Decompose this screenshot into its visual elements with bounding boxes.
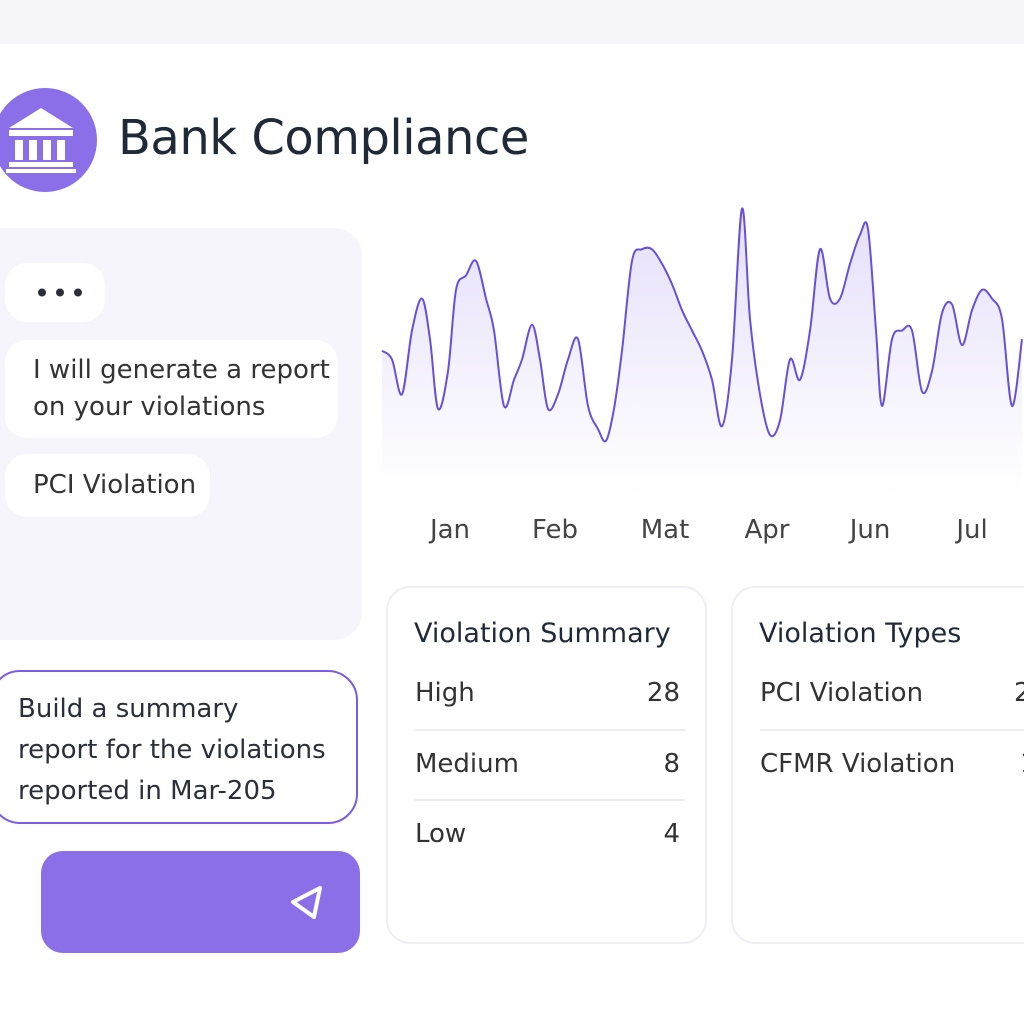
logo [0, 88, 97, 192]
row-value: 8 [663, 749, 680, 779]
x-tick-label: Mat [641, 515, 690, 545]
row-label: Low [415, 819, 467, 849]
types-card: Violation Types PCI Violation 2 CFMR Viol… [731, 586, 1024, 944]
chat-input[interactable]: Build a summary report for the violation… [0, 670, 358, 824]
app-title: Bank Compliance [118, 110, 529, 166]
row-value: 4 [663, 819, 680, 849]
row-value: 2 [1014, 678, 1024, 708]
x-tick-label: Jul [954, 515, 987, 545]
row-value: 1 [1020, 749, 1024, 779]
table-row: CFMR Violation 1 [760, 729, 1024, 801]
line [381, 207, 1023, 443]
row-label: High [415, 678, 475, 708]
table-row: High 28 [415, 678, 685, 748]
send-button[interactable] [41, 851, 360, 953]
card-title: Violation Types [759, 618, 962, 649]
row-label: PCI Violation [760, 678, 924, 708]
top-bar [0, 0, 1024, 44]
typing-indicator [5, 263, 105, 322]
table-row: PCI Violation 2 [760, 678, 1024, 748]
chart: Jan Feb Mat Apr Jun Jul [381, 207, 1023, 545]
row-label: Medium [415, 749, 519, 779]
row-value: 28 [646, 678, 680, 708]
x-tick-label: Jun [848, 515, 891, 545]
chat-message: PCI Violation [5, 454, 210, 517]
summary-card: Violation Summary High 28 Medium 8 Low 4 [386, 586, 707, 944]
x-tick-label: Apr [745, 515, 790, 545]
x-tick-label: Jan [428, 515, 470, 545]
table-row: Medium 8 [415, 729, 685, 801]
send-icon [291, 886, 322, 919]
chat-message: I will generate a report on your violati… [5, 340, 338, 438]
card-title: Violation Summary [414, 618, 671, 649]
x-tick-label: Feb [532, 515, 578, 545]
table-row: Low 4 [415, 799, 685, 871]
row-label: CFMR Violation [760, 749, 956, 779]
